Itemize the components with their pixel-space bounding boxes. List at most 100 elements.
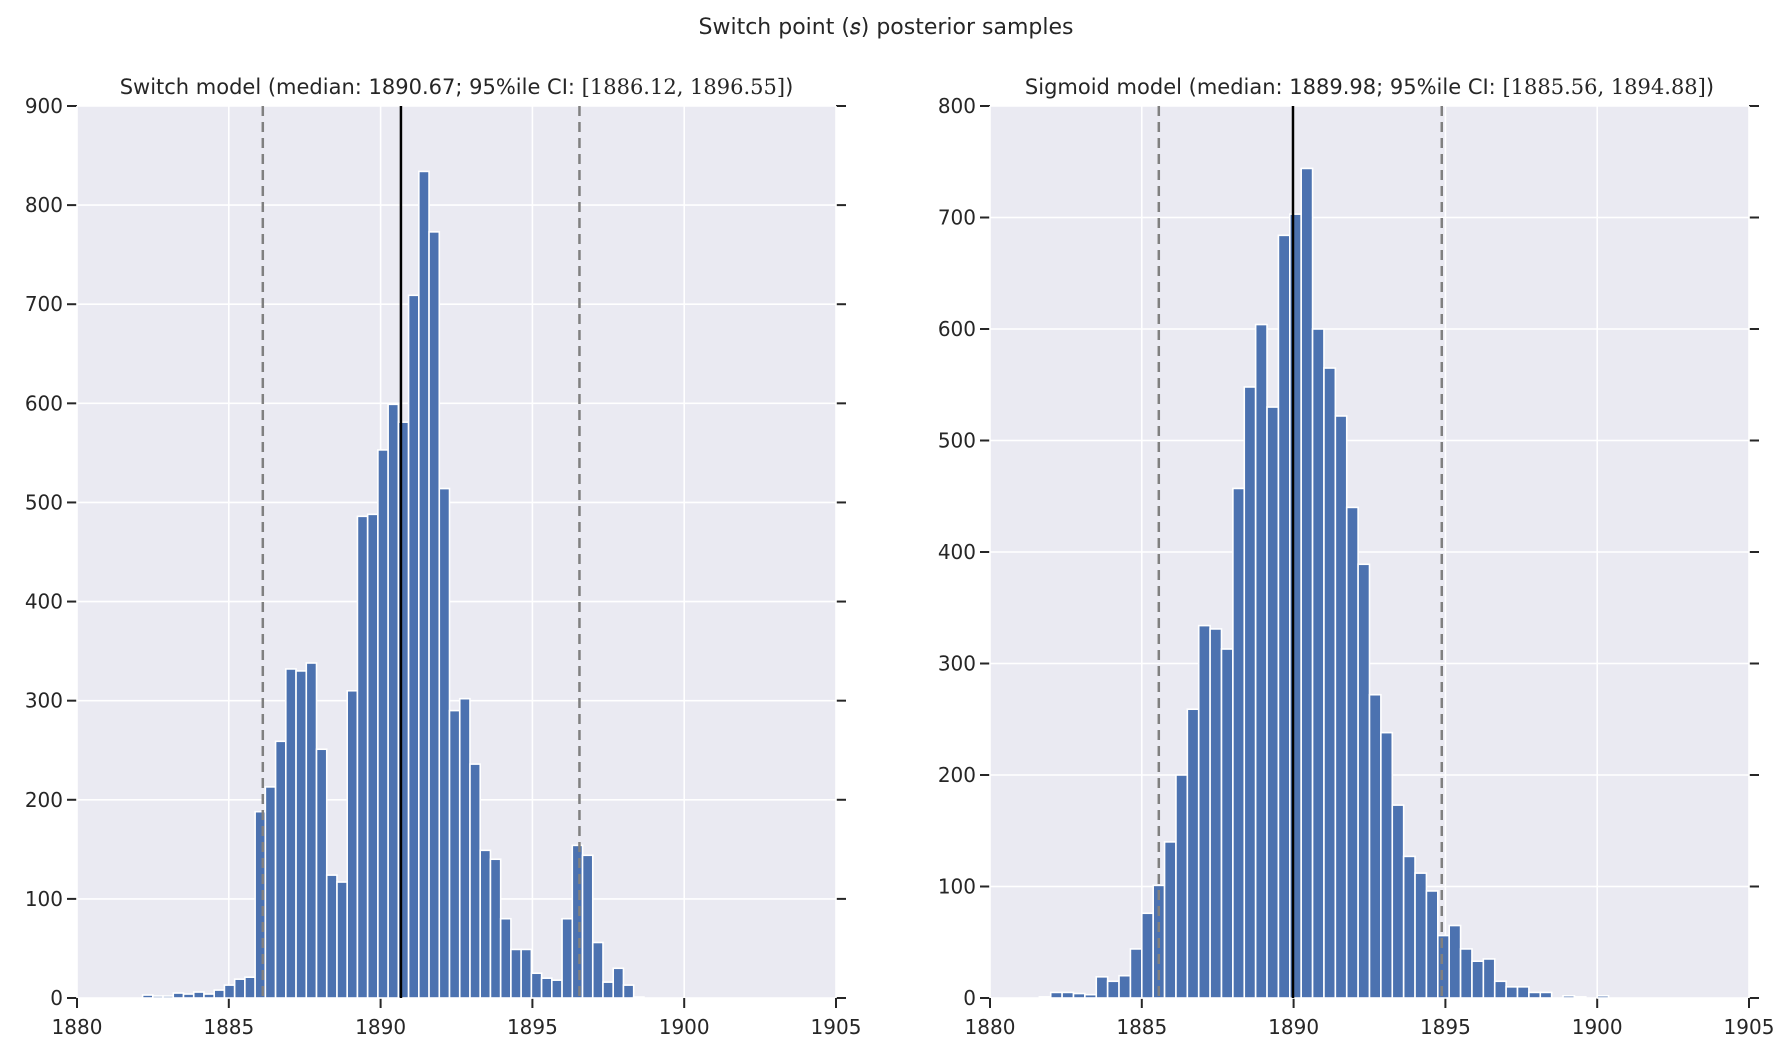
histogram-bar xyxy=(387,403,400,999)
histogram-bar xyxy=(274,740,287,999)
histogram-bar xyxy=(1277,234,1291,999)
histogram-bar xyxy=(632,996,645,999)
histogram-bar xyxy=(530,972,543,999)
histogram-bar xyxy=(162,995,175,999)
histogram-bar xyxy=(264,786,277,999)
histogram-bar xyxy=(356,515,369,999)
histogram-bar xyxy=(591,941,604,999)
x-tick-label: 1905 xyxy=(811,1015,862,1039)
x-tick-label: 1900 xyxy=(1572,1015,1623,1039)
histogram-bar xyxy=(285,668,297,999)
title-suffix: ) xyxy=(1706,75,1714,99)
y-tick-label: 200 xyxy=(25,788,63,812)
histogram-bar xyxy=(1539,991,1553,999)
histogram-bar xyxy=(1118,974,1132,999)
histogram-bar xyxy=(1186,708,1200,999)
histogram-bar xyxy=(1391,804,1405,999)
histogram-bar xyxy=(1254,323,1268,999)
histogram-bar xyxy=(1482,958,1496,999)
histogram-bar xyxy=(295,670,308,999)
y-tick-label: 700 xyxy=(25,292,63,316)
y-tick-label: 0 xyxy=(50,986,63,1010)
x-tick-label: 1885 xyxy=(1116,1015,1167,1039)
histogram-bar xyxy=(325,874,338,999)
histogram-bar xyxy=(1141,912,1154,999)
histogram-bar xyxy=(1573,996,1587,999)
histogram-bar xyxy=(1300,167,1314,999)
histogram-bar xyxy=(622,984,635,999)
histogram-bar xyxy=(1505,986,1519,999)
histogram-bar xyxy=(377,449,389,999)
histogram-bar xyxy=(612,967,625,999)
histogram-bar xyxy=(1061,991,1075,999)
histogram-bar xyxy=(571,844,584,999)
histogram-bar xyxy=(1459,948,1473,999)
histogram-bar xyxy=(192,991,205,999)
histogram-bar xyxy=(223,984,236,999)
y-tick-label: 800 xyxy=(938,94,976,118)
title-suffix: ) xyxy=(785,75,793,99)
histogram-bar xyxy=(1243,386,1257,999)
title-ci: [1886.12, 1896.55] xyxy=(582,75,785,99)
y-tick-label: 700 xyxy=(938,206,976,230)
histogram-bar xyxy=(1084,993,1098,999)
y-tick-label: 600 xyxy=(938,317,976,341)
histogram-bar xyxy=(366,513,379,999)
histogram-bar xyxy=(1345,506,1359,999)
title-prefix: Sigmoid model (median: 1889.98; 95%ile C… xyxy=(1025,75,1503,99)
histogram-bar xyxy=(1129,948,1143,999)
x-tick-label: 1880 xyxy=(52,1015,103,1039)
histogram-bar xyxy=(1368,693,1382,999)
title-prefix: Switch model (median: 1890.67; 95%ile CI… xyxy=(120,75,582,99)
histogram-bar xyxy=(540,977,553,999)
histogram-bar xyxy=(1106,980,1120,999)
suptitle: Switch point (𝑠) posterior samples xyxy=(699,15,1074,40)
histogram-bar xyxy=(1266,406,1280,999)
histogram-bar xyxy=(1163,841,1177,999)
x-tick-label: 1890 xyxy=(355,1015,406,1039)
y-tick-label: 300 xyxy=(938,652,976,676)
histogram-bar xyxy=(561,917,574,999)
histogram-bar xyxy=(1402,855,1416,999)
histogram-bar xyxy=(1414,872,1428,999)
histogram-bar xyxy=(520,948,533,999)
histogram-bar xyxy=(499,917,512,999)
y-tick-label: 500 xyxy=(938,429,976,453)
histogram-bar xyxy=(1493,980,1507,999)
histogram-bar xyxy=(1516,986,1530,999)
histogram-bar xyxy=(551,979,563,999)
histogram-bar xyxy=(1289,213,1302,999)
histogram-bar xyxy=(1311,328,1325,999)
histogram-bar xyxy=(1596,994,1610,999)
histogram-bar xyxy=(1380,731,1394,999)
y-tick-label: 500 xyxy=(25,490,63,514)
histogram-bar xyxy=(448,709,461,999)
x-tick-label: 1880 xyxy=(965,1015,1016,1039)
histogram-bar xyxy=(305,662,318,999)
title-ci: [1885.56, 1894.88] xyxy=(1502,75,1705,99)
histogram-bar xyxy=(141,994,154,999)
histogram-bar xyxy=(1038,996,1052,999)
histogram-bar xyxy=(581,854,594,999)
y-tick-label: 100 xyxy=(938,875,976,899)
x-tick-label: 1895 xyxy=(1420,1015,1471,1039)
histogram-bar xyxy=(336,881,349,999)
histogram-bar xyxy=(1323,367,1337,999)
subplot-title: Sigmoid model (median: 1889.98; 95%ile C… xyxy=(1025,75,1714,99)
histogram-bar xyxy=(182,993,195,999)
y-tick-label: 200 xyxy=(938,763,976,787)
histogram-bar xyxy=(1175,774,1189,999)
histogram-bar xyxy=(1334,415,1348,999)
y-tick-label: 100 xyxy=(25,887,63,911)
histogram-bar xyxy=(1448,924,1462,999)
x-tick-label: 1890 xyxy=(1268,1015,1319,1039)
histogram-bar xyxy=(489,858,502,999)
histogram-bar xyxy=(1232,487,1246,999)
histogram-bar xyxy=(203,993,215,999)
y-tick-label: 400 xyxy=(938,540,976,564)
histogram-bar xyxy=(458,697,471,999)
histogram-bar xyxy=(233,978,246,999)
y-tick-label: 600 xyxy=(25,391,63,415)
histogram-bar xyxy=(172,992,185,999)
